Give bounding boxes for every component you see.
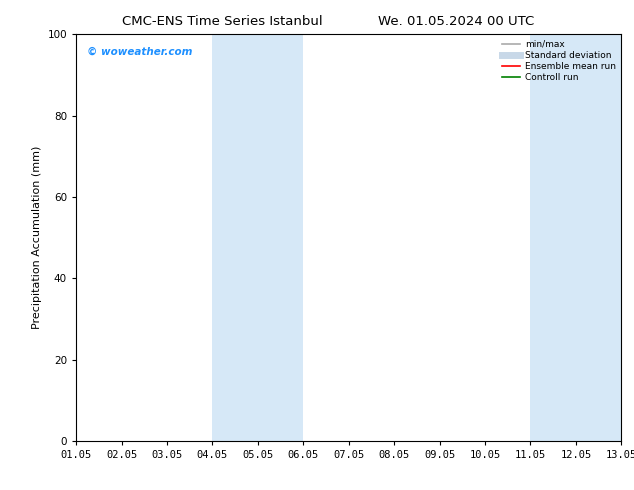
Y-axis label: Precipitation Accumulation (mm): Precipitation Accumulation (mm) xyxy=(32,146,42,329)
Bar xyxy=(212,34,303,441)
Text: We. 01.05.2024 00 UTC: We. 01.05.2024 00 UTC xyxy=(378,15,534,28)
Legend: min/max, Standard deviation, Ensemble mean run, Controll run: min/max, Standard deviation, Ensemble me… xyxy=(499,36,619,86)
Text: CMC-ENS Time Series Istanbul: CMC-ENS Time Series Istanbul xyxy=(122,15,322,28)
Text: © woweather.com: © woweather.com xyxy=(87,47,192,56)
Bar xyxy=(531,34,621,441)
